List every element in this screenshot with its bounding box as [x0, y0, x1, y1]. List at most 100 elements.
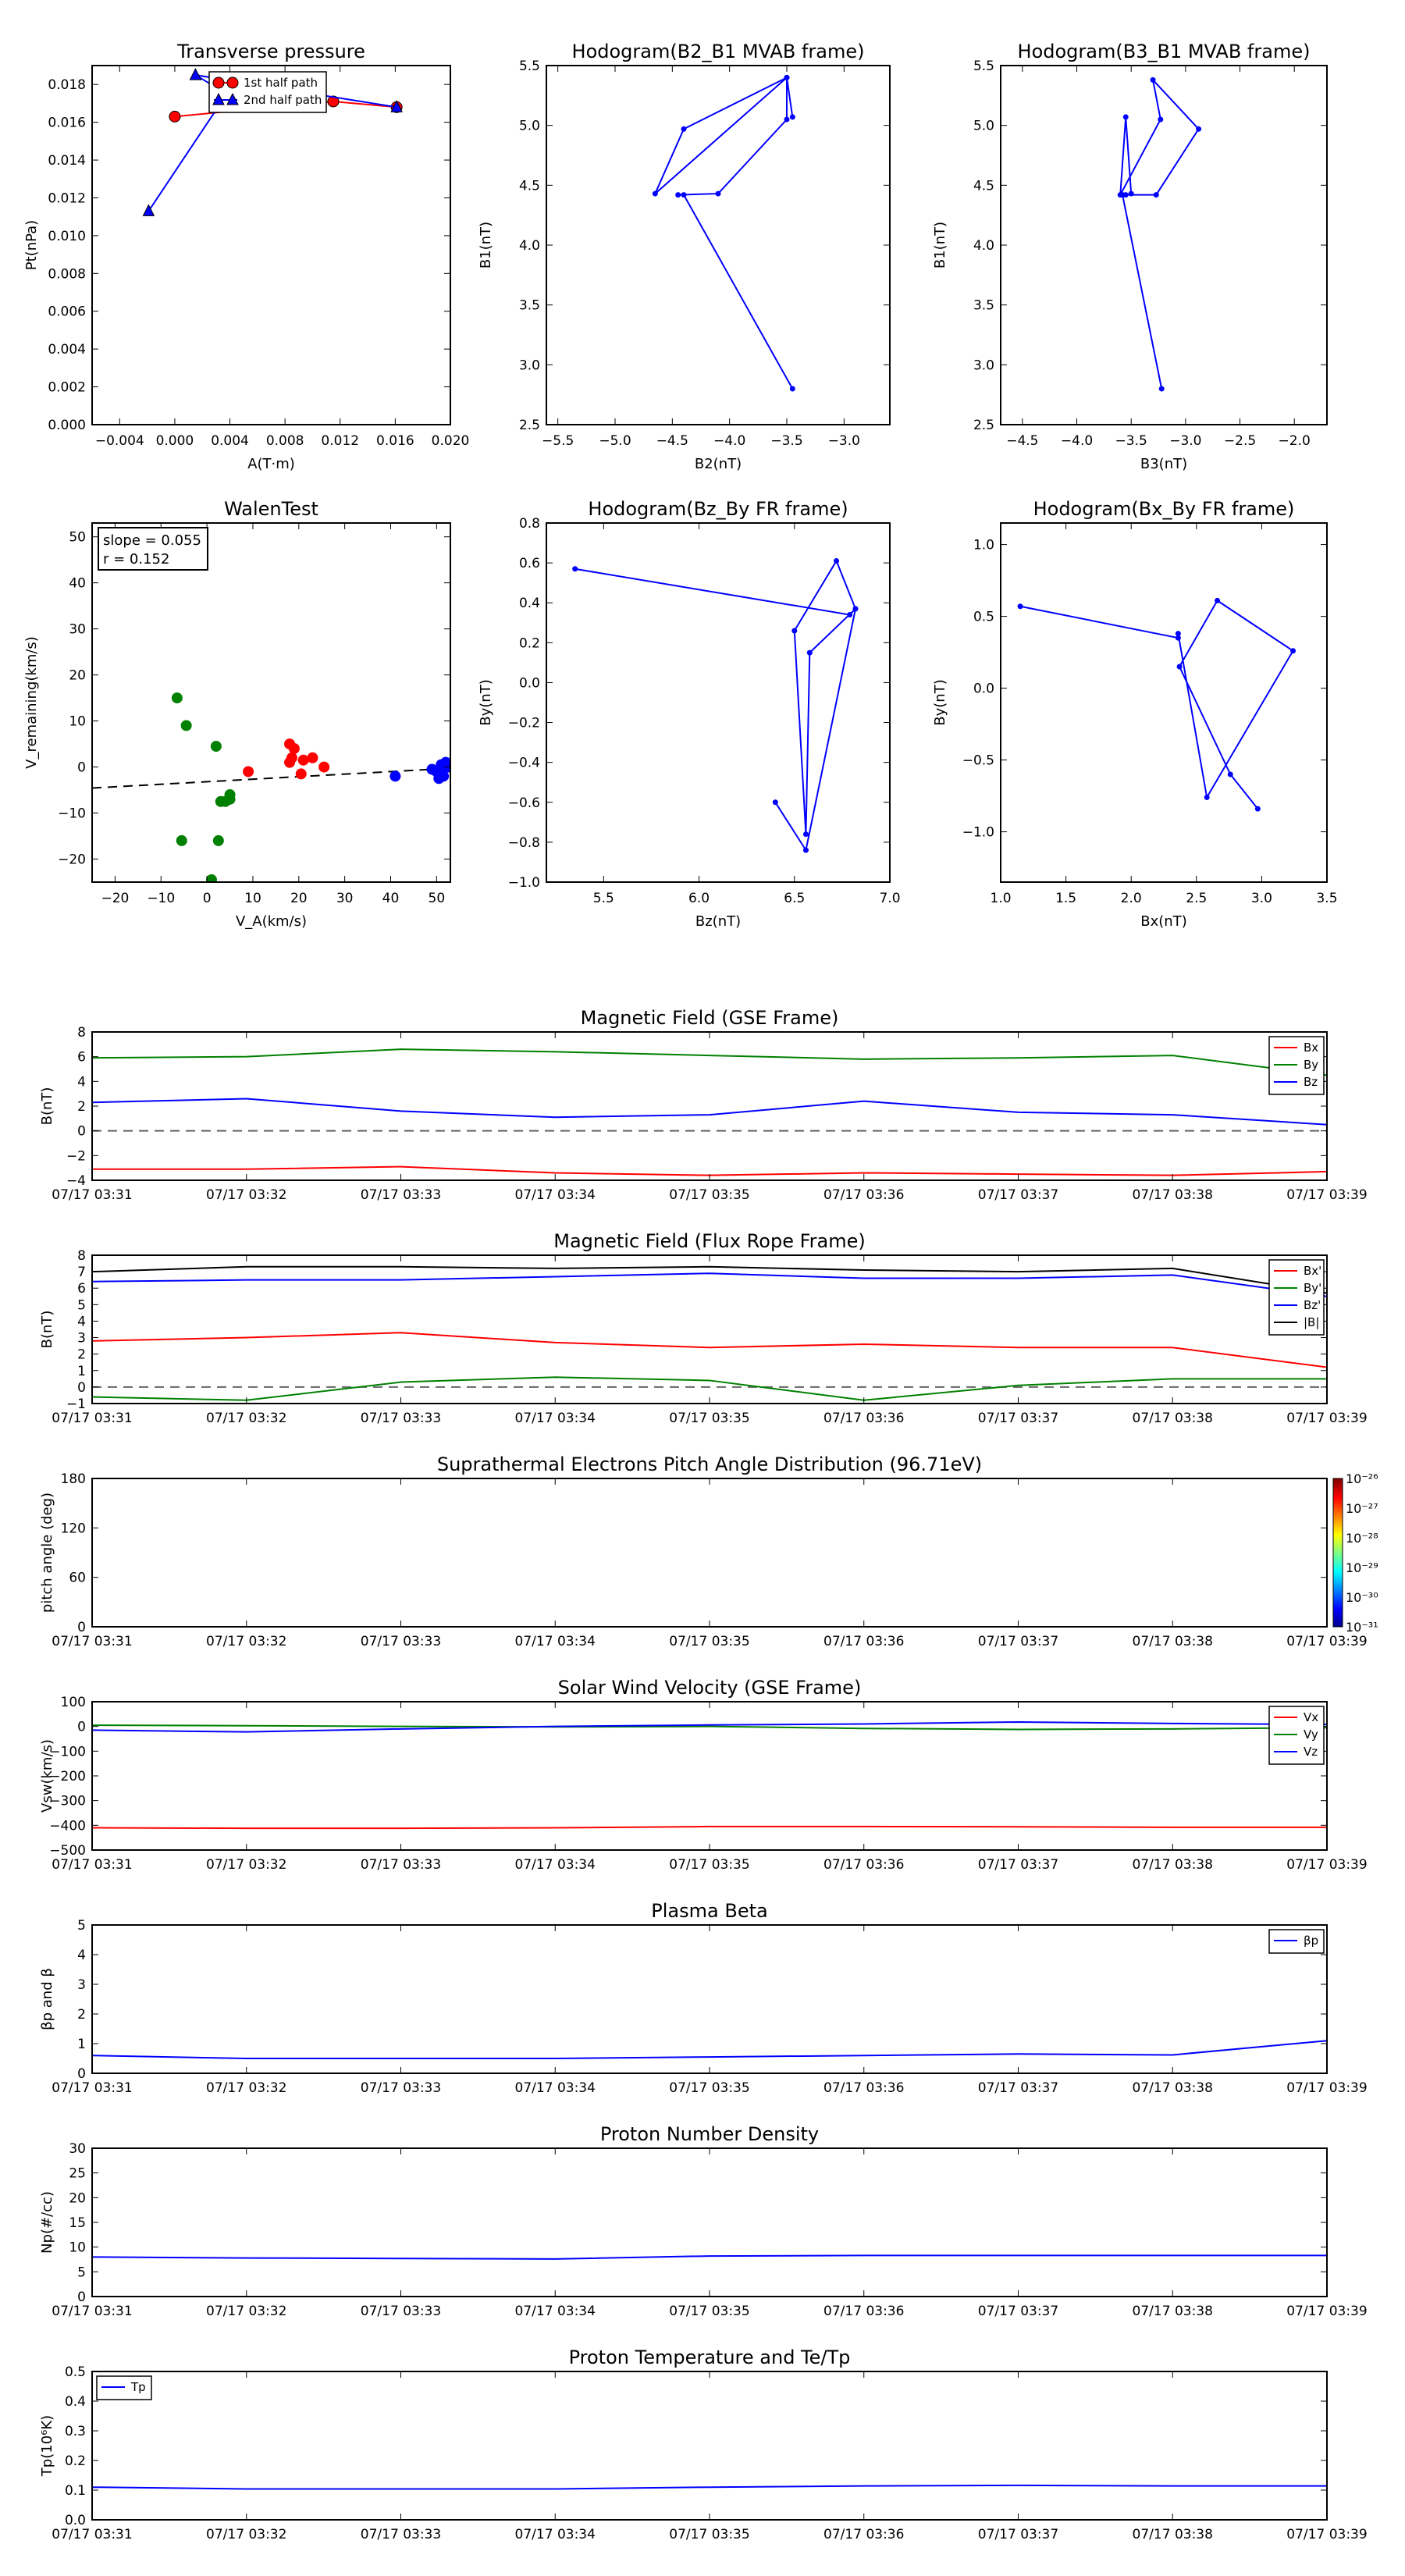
x-tick-label: −5.5 — [542, 433, 574, 449]
y-tick-label: 30 — [69, 622, 86, 638]
y-axis-label: V_remaining(km/s) — [23, 636, 40, 769]
x-tick-label: 07/17 03:38 — [1133, 1634, 1213, 1649]
y-tick-label: 0.6 — [519, 556, 540, 571]
series-line — [92, 1265, 1327, 1294]
x-tick-label: 07/17 03:39 — [1286, 2080, 1367, 2096]
colorbar-label: 10⁻²⁹ — [1346, 1560, 1378, 1575]
data-point — [802, 847, 809, 853]
x-tick-label: −5.0 — [599, 433, 631, 449]
chart-title: Hodogram(B3_B1 MVAB frame) — [1018, 41, 1311, 62]
series-By — [92, 1048, 1327, 1076]
series-line — [92, 1048, 1327, 1076]
y-tick-label: 0.002 — [48, 380, 86, 396]
data-point — [1204, 794, 1210, 800]
plot-area — [652, 74, 795, 392]
legend-label: |B| — [1304, 1315, 1319, 1329]
data-point — [206, 874, 217, 882]
x-tick-label: −10 — [147, 891, 175, 906]
series-|B| — [92, 1265, 1327, 1294]
colorbar — [1332, 1478, 1343, 1628]
x-tick-label: −4.0 — [713, 433, 745, 449]
series-Tp — [92, 2484, 1327, 2490]
y-axis-label: Pt(nPa) — [23, 220, 40, 270]
x-tick-label: 07/17 03:31 — [52, 2080, 132, 2096]
y-tick-label: −500 — [49, 1843, 86, 1859]
y-tick-label: −0.6 — [508, 795, 540, 811]
series-2 — [389, 756, 450, 785]
x-tick-label: 07/17 03:38 — [1133, 1187, 1213, 1203]
chart-title: Hodogram(Bz_By FR frame) — [588, 498, 848, 520]
data-point — [436, 768, 447, 780]
x-tick-label: 07/17 03:39 — [1286, 2304, 1367, 2319]
y-tick-label: 3.0 — [519, 358, 540, 373]
plot-area — [1017, 597, 1297, 812]
legend-marker — [226, 92, 239, 105]
x-tick-label: 07/17 03:35 — [669, 1857, 749, 1873]
legend-label: Bz — [1304, 1075, 1318, 1089]
data-point — [189, 67, 202, 80]
x-tick-label: 07/17 03:32 — [206, 2080, 286, 2096]
x-tick-label: −4.5 — [656, 433, 688, 449]
x-tick-label: 07/17 03:36 — [823, 1187, 904, 1203]
y-tick-label: 0.010 — [48, 229, 86, 244]
data-point — [142, 204, 155, 216]
y-tick-label: −1.0 — [962, 825, 994, 841]
y-tick-label: 0.012 — [48, 190, 86, 206]
data-point — [789, 386, 795, 392]
x-tick-label: 07/17 03:36 — [823, 1857, 904, 1873]
plot-frame — [91, 1254, 1328, 1404]
y-axis-label: By(nT) — [932, 679, 948, 725]
y-tick-label: 6 — [77, 1281, 86, 1297]
legend-label: 2nd half path — [244, 93, 322, 107]
data-point — [1176, 664, 1183, 670]
x-tick-label: 07/17 03:34 — [515, 1857, 596, 1873]
series-0 — [171, 692, 236, 882]
x-tick-label: 07/17 03:37 — [978, 2304, 1058, 2319]
y-tick-label: 2.5 — [519, 418, 540, 433]
legend-marker — [212, 76, 225, 89]
colorbar-label: 10⁻²⁶ — [1346, 1471, 1378, 1486]
y-tick-label: 60 — [69, 1571, 86, 1586]
y-tick-label: 2 — [77, 1347, 86, 1363]
series-line — [92, 1376, 1327, 1401]
x-tick-label: 50 — [429, 891, 446, 906]
x-axis-label: Bz(nT) — [695, 913, 741, 930]
x-tick-label: −0.004 — [95, 433, 144, 449]
plot-area — [92, 1720, 1327, 1830]
plot-frame — [91, 2147, 1328, 2297]
x-tick-label: 40 — [382, 891, 400, 906]
series-line — [92, 1098, 1327, 1126]
y-tick-label: 50 — [69, 530, 86, 546]
chart-t1: Magnetic Field (GSE Frame) −4 −2 0 2 4 6 8 07/17… — [39, 1007, 1368, 1203]
y-tick-label: 5.5 — [973, 59, 994, 74]
data-point — [1117, 192, 1123, 198]
data-point — [1122, 192, 1129, 198]
y-tick-label: −200 — [49, 1769, 86, 1784]
data-point — [180, 720, 192, 731]
x-tick-label: 07/17 03:34 — [515, 1634, 596, 1649]
plot-frame — [91, 1701, 1328, 1851]
data-point — [327, 95, 340, 108]
x-tick-label: 07/17 03:36 — [823, 1634, 904, 1649]
y-tick-label: 0.4 — [65, 2394, 86, 2410]
plot-frame — [91, 1031, 1328, 1181]
x-tick-label: 07/17 03:37 — [978, 1187, 1058, 1203]
x-tick-label: 07/17 03:39 — [1286, 1634, 1367, 1649]
plot-area — [92, 2040, 1327, 2059]
x-tick-label: 07/17 03:31 — [52, 1411, 132, 1426]
plot-frame — [91, 522, 451, 883]
chart-p1: Transverse pressure 0.000 0.002 0.004 0.006 0… — [23, 41, 469, 472]
annotation-text: r = 0.152 — [103, 551, 169, 568]
x-tick-label: 07/17 03:31 — [52, 2527, 132, 2542]
chart-t6: Proton Number Density 0 5 10 15 20 25 30 07/17 0… — [39, 2123, 1368, 2319]
plot-area — [92, 2484, 1327, 2490]
data-point — [1254, 806, 1261, 812]
y-tick-label: −0.4 — [508, 756, 540, 771]
chart-p2: Hodogram(B2_B1 MVAB frame) 2.5 3.0 3.5 4.0 4.… — [478, 41, 891, 472]
y-tick-label: 4.5 — [519, 178, 540, 194]
series-line — [1119, 77, 1200, 390]
y-tick-label: 0 — [77, 1620, 86, 1635]
legend-label: By — [1304, 1058, 1318, 1072]
x-tick-label: 0.000 — [156, 433, 194, 449]
x-tick-label: 07/17 03:34 — [515, 2080, 596, 2096]
